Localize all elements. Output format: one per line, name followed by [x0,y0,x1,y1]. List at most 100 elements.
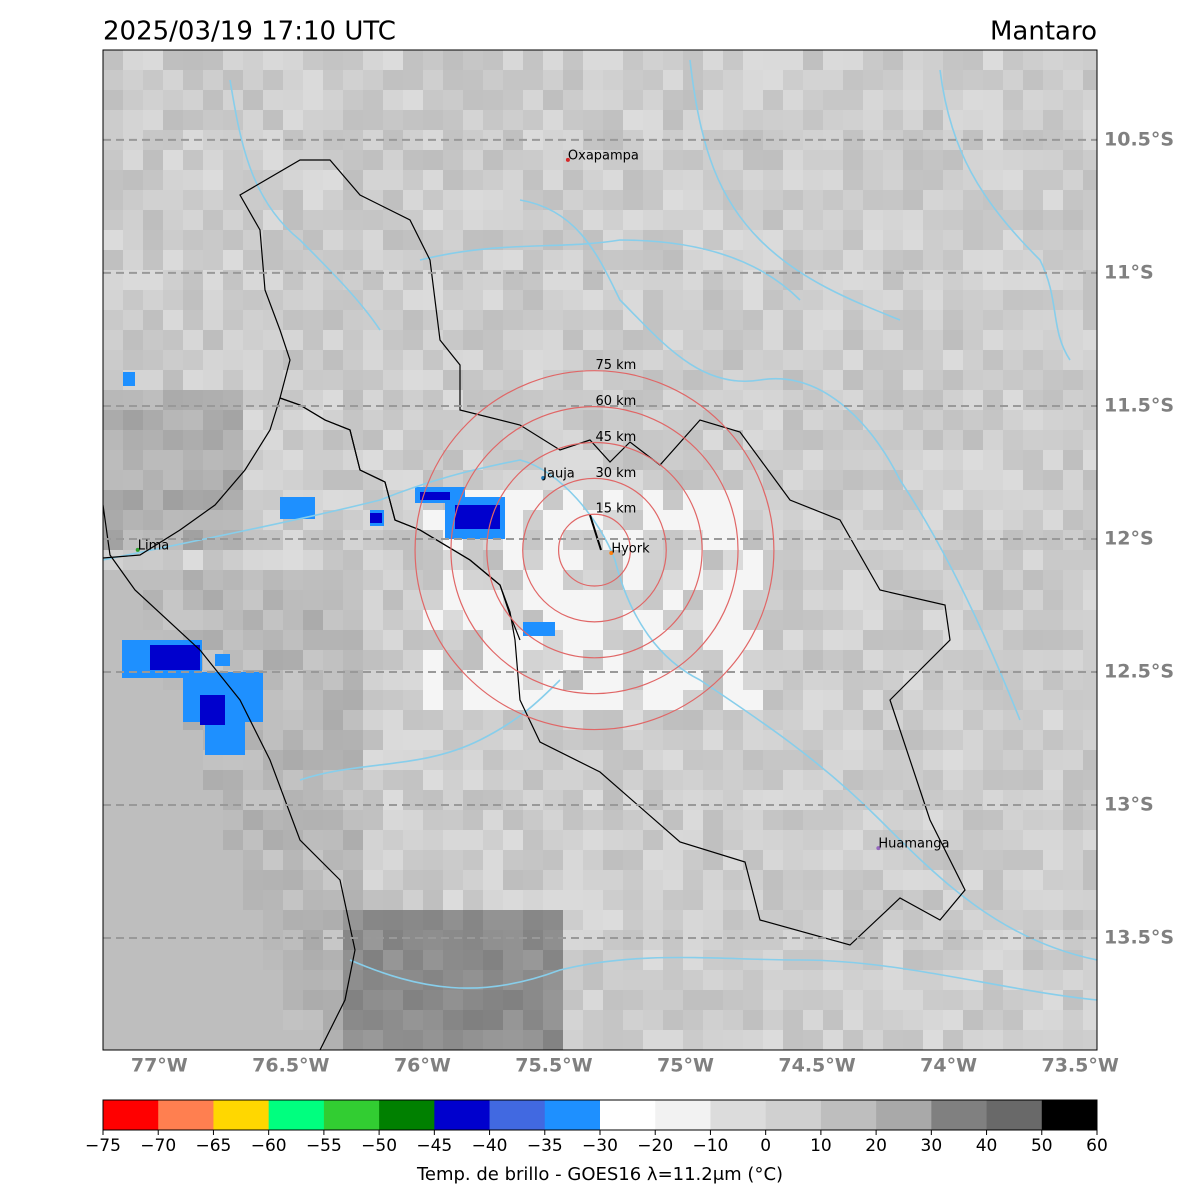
pixel [683,450,703,470]
pixel [143,110,163,130]
pixel [603,90,623,110]
pixel [743,890,763,910]
pixel [163,750,183,770]
pixel [403,710,423,730]
pixel [1063,550,1083,570]
pixel [403,350,423,370]
pixel [483,310,503,330]
pixel [583,270,603,290]
pixel [563,410,583,430]
pixel [1023,610,1043,630]
pixel [143,610,163,630]
pixel [343,710,363,730]
pixel [663,990,683,1010]
pixel [903,570,923,590]
pixel [183,450,203,470]
pixel [1023,490,1043,510]
pixel [523,870,543,890]
pixel [723,230,743,250]
pixel [543,190,563,210]
pixel [463,470,483,490]
pixel [503,430,523,450]
pixel [503,150,523,170]
pixel [183,390,203,410]
pixel [763,870,783,890]
pixel [823,290,843,310]
pixel [203,490,223,510]
colorbar-tick-label: 0 [760,1136,771,1156]
pixel [683,550,703,570]
pixel [883,150,903,170]
pixel [923,370,943,390]
pixel [803,490,823,510]
pixel [683,290,703,310]
pixel [503,570,523,590]
pixel [743,570,763,590]
pixel [623,190,643,210]
pixel [563,830,583,850]
pixel [103,450,123,470]
pixel [543,250,563,270]
pixel [983,930,1003,950]
pixel [343,290,363,310]
pixel [883,1010,903,1030]
pixel [763,190,783,210]
pixel [703,930,723,950]
pixel [1023,110,1043,130]
pixel [123,1030,143,1050]
pixel [783,730,803,750]
pixel [463,810,483,830]
pixel [463,950,483,970]
pixel [163,210,183,230]
pixel [403,1010,423,1030]
pixel [723,510,743,530]
pixel [483,670,503,690]
pixel [543,530,563,550]
pixel [123,210,143,230]
pixel [123,250,143,270]
pixel [543,1030,563,1050]
pixel [1063,970,1083,990]
pixel [323,450,343,470]
pixel [663,550,683,570]
pixel [643,310,663,330]
pixel [823,830,843,850]
pixel [423,810,443,830]
pixel [923,590,943,610]
pixel [863,1030,883,1050]
pixel [843,230,863,250]
pixel [983,690,1003,710]
pixel [103,50,123,70]
pixel [983,1030,1003,1050]
pixel [143,910,163,930]
pixel [623,410,643,430]
pixel [1023,250,1043,270]
pixel [983,810,1003,830]
pixel [823,70,843,90]
pixel [523,970,543,990]
pixel [443,710,463,730]
pixel [983,750,1003,770]
pixel [703,730,723,750]
pixel [743,270,763,290]
pixel [603,330,623,350]
pixel [703,610,723,630]
pixel [643,570,663,590]
pixel [763,650,783,670]
pixel [343,370,363,390]
pixel [103,930,123,950]
pixel [703,410,723,430]
pixel [403,250,423,270]
pixel [383,510,403,530]
pixel [543,710,563,730]
pixel [1083,330,1097,350]
pixel [423,170,443,190]
pixel [1003,110,1023,130]
pixel [463,630,483,650]
pixel [943,190,963,210]
pixel [183,410,203,430]
pixel [143,330,163,350]
pixel [443,50,463,70]
pixel [883,710,903,730]
pixel [363,250,383,270]
